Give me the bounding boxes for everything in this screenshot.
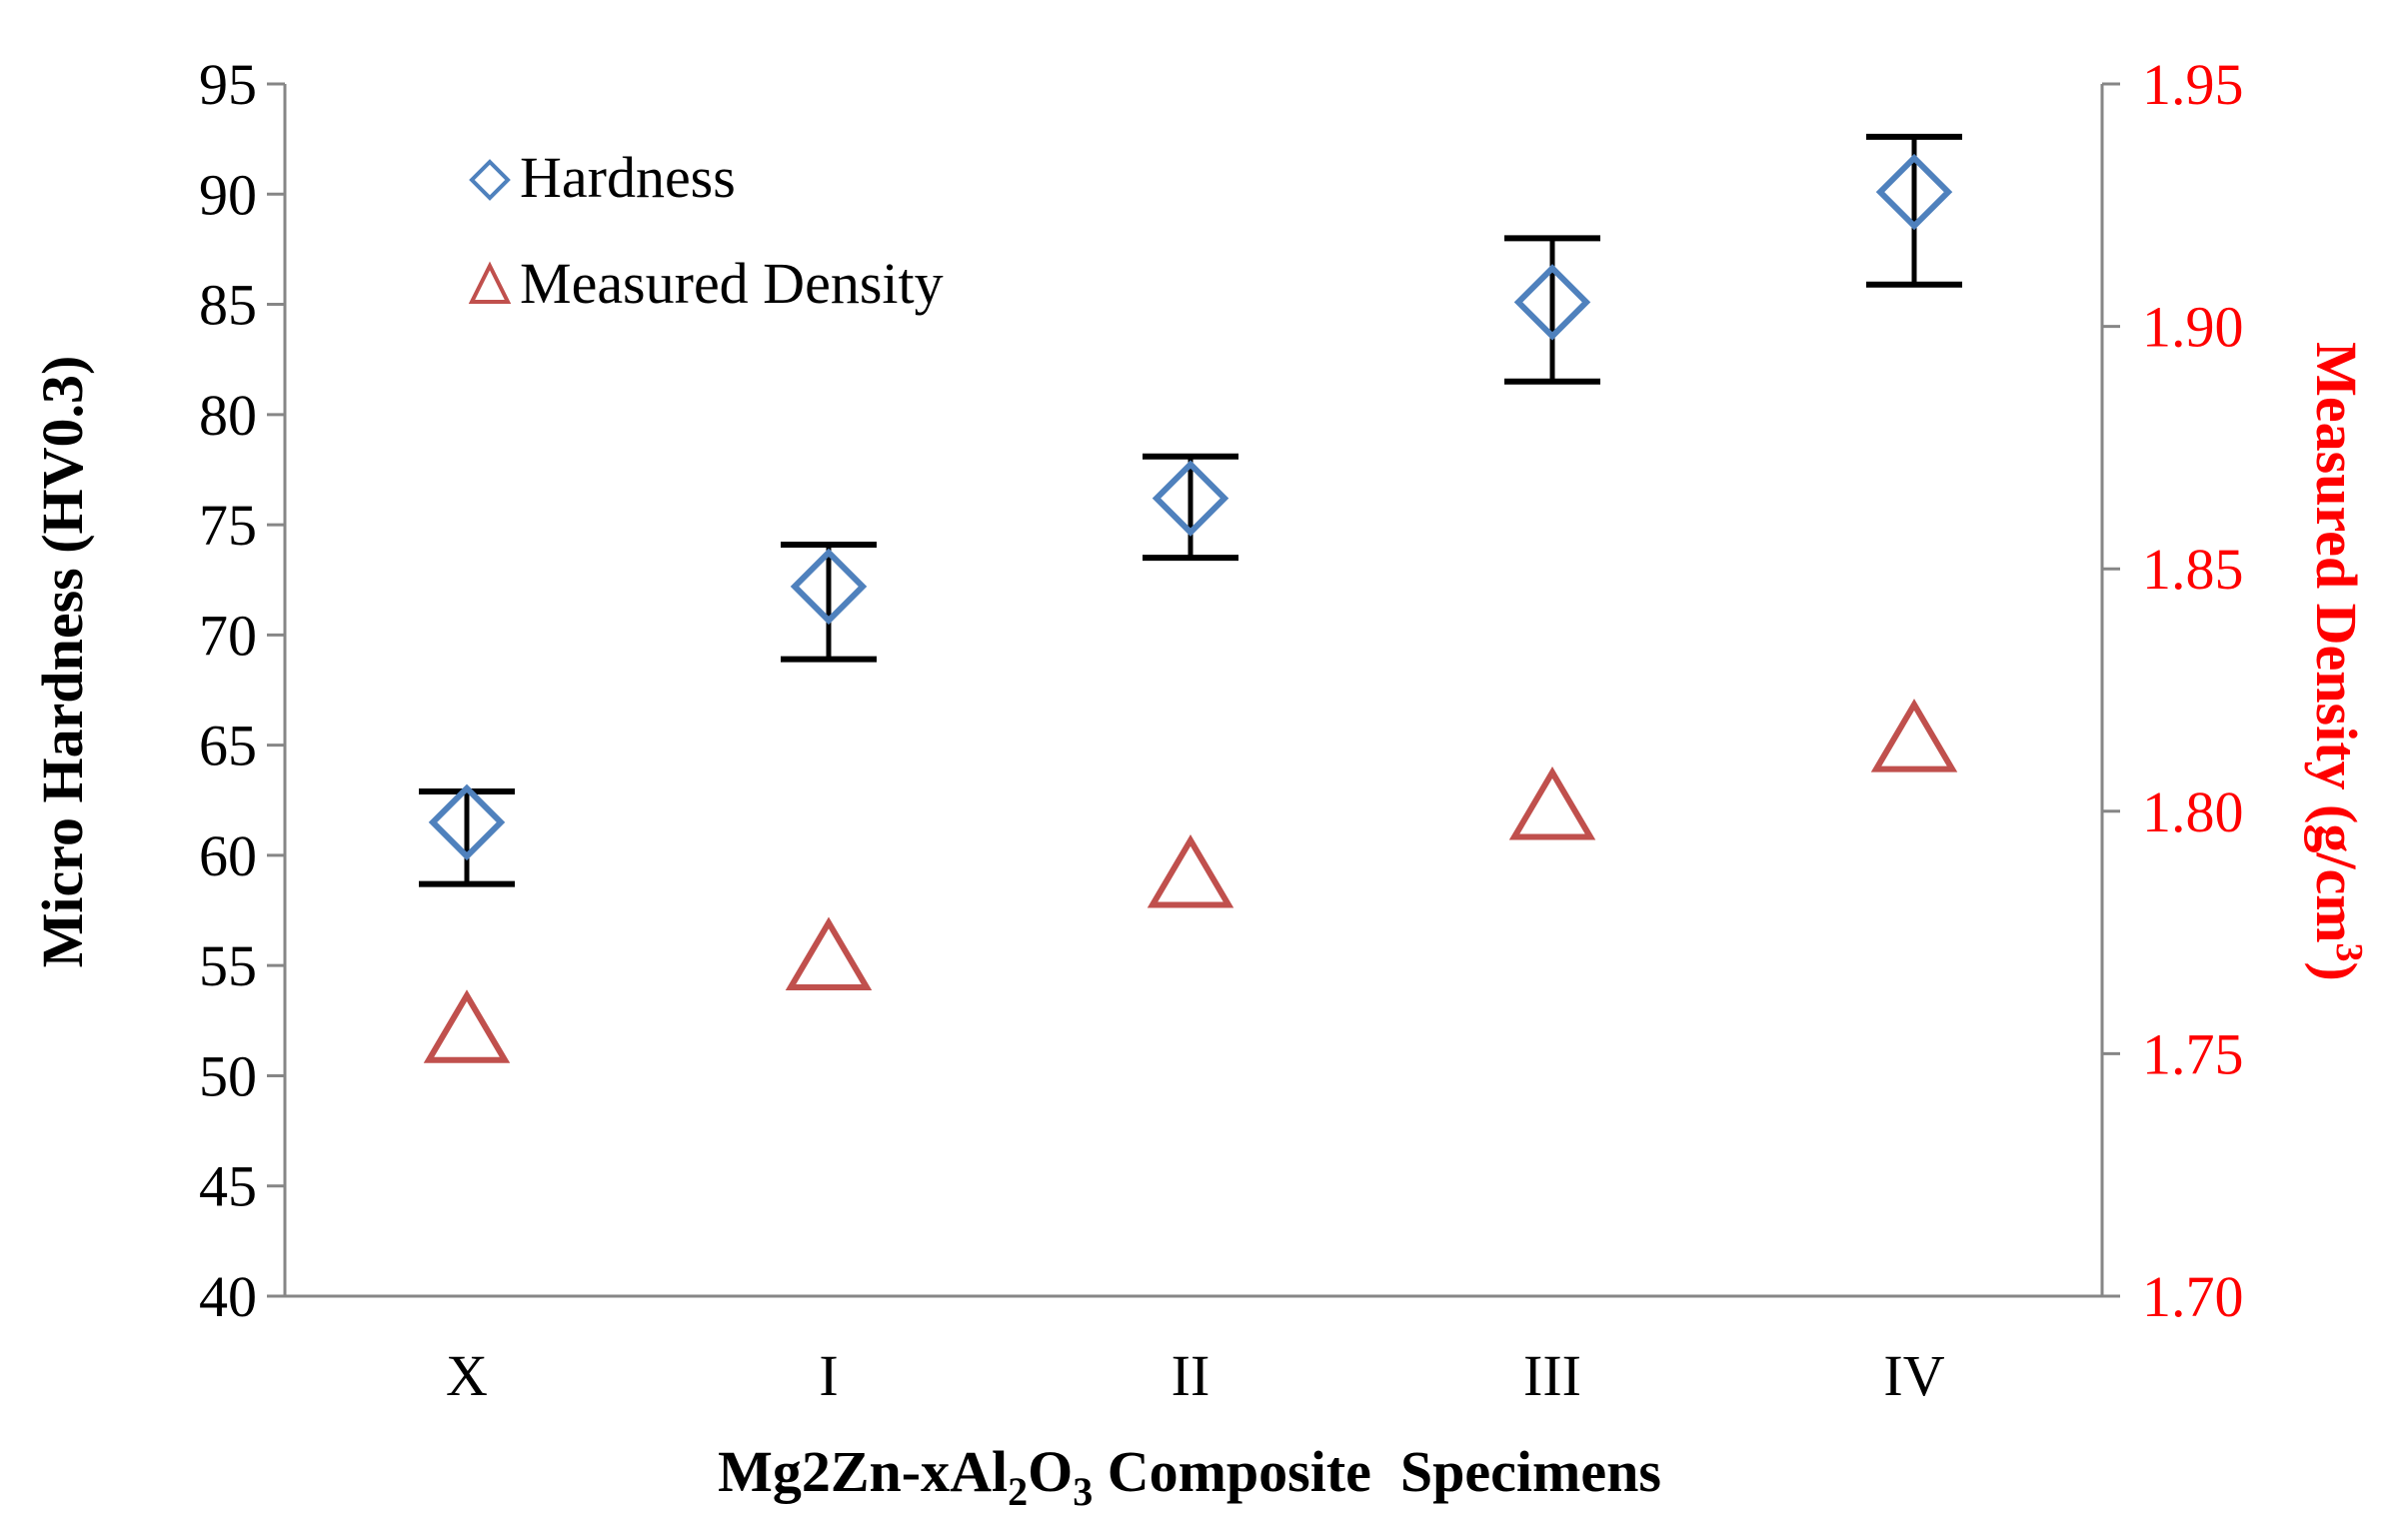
y-left-tick-label: 60	[199, 823, 257, 888]
y-left-tick-label: 55	[199, 933, 257, 998]
y-left-tick-label: 70	[199, 603, 257, 668]
density-point	[1147, 833, 1234, 908]
data-markers	[423, 153, 1958, 1063]
x-tick-label: X	[446, 1343, 488, 1408]
y-left-tick-label: 90	[199, 162, 257, 227]
legend-hardness-diamond	[469, 159, 511, 201]
y-left-tick-label: 40	[199, 1264, 257, 1329]
hardness-point	[1513, 264, 1591, 341]
x-title-sub2: 3	[1073, 1469, 1093, 1514]
legend: Hardness Measured Density	[468, 145, 944, 316]
x-title-suffix: Composite Specimens	[1093, 1439, 1661, 1504]
error-bars	[419, 133, 1962, 887]
y-right-tick-label: 1.70	[2142, 1264, 2244, 1329]
y-right-axis-title: Measured Density (g/cm3)	[2304, 342, 2370, 981]
y-left-tick-label: 85	[199, 273, 257, 338]
y-left-axis-title: Micro Hardness (HV0.3)	[30, 356, 95, 968]
x-title-sub1: 2	[1008, 1469, 1028, 1514]
y-right-tick-label: 1.95	[2142, 52, 2244, 117]
hardness-point	[1875, 153, 1953, 231]
legend-density-label: Measured Density	[520, 251, 944, 316]
y-left-tick-label: 80	[199, 383, 257, 448]
y-right-tick-label: 1.85	[2142, 537, 2244, 602]
x-title-mid: O	[1028, 1439, 1073, 1504]
x-title-prefix: Mg2Zn-xAl	[718, 1439, 1008, 1504]
x-tick-label: IV	[1883, 1343, 1944, 1408]
y-left-tick-label: 65	[199, 714, 257, 778]
density-point	[423, 989, 511, 1063]
y-right-title-main: Measured Density (g/cm	[2304, 342, 2369, 942]
y-right-title-sup: 3	[2328, 943, 2370, 962]
y-right-tick-label: 1.80	[2142, 779, 2244, 844]
density-point	[1508, 766, 1596, 840]
x-axis-title: Mg2Zn-xAl2O3 Composite Specimens	[718, 1439, 1661, 1514]
y-left-tick-label: 50	[199, 1043, 257, 1108]
y-left-tick-label: 75	[199, 493, 257, 558]
x-tick-label: III	[1523, 1343, 1581, 1408]
hardness-point	[1152, 460, 1229, 537]
density-point	[785, 916, 873, 990]
y-right-tick-label: 1.90	[2142, 295, 2244, 360]
x-tick-label: I	[819, 1343, 838, 1408]
x-tick-label: II	[1172, 1343, 1210, 1408]
axes	[267, 82, 2120, 1298]
legend-hardness-label: Hardness	[520, 145, 736, 210]
density-point	[1870, 699, 1958, 772]
y-left-tick-label: 95	[199, 52, 257, 117]
y-right-tick-label: 1.75	[2142, 1021, 2244, 1086]
legend-density-triangle	[468, 261, 512, 304]
hardness-point	[428, 783, 506, 861]
tick-labels: 95 90 85 80 75 70 65 60 55 50 45 40 1.95 1.90 1.85 1.80…	[199, 52, 2244, 1408]
y-left-tick-label: 45	[199, 1154, 257, 1219]
hardness-point	[790, 548, 868, 626]
y-right-title-close: )	[2304, 962, 2369, 981]
